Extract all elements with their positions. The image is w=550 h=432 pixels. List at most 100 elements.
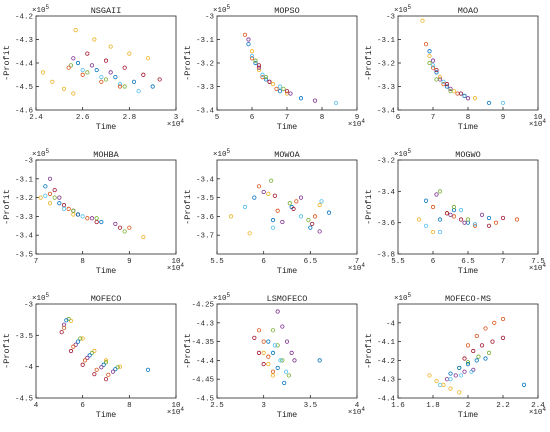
y-tick-label: -3.4	[377, 189, 396, 197]
x-exponent-power: 4	[361, 118, 365, 125]
x-tick-label: 8	[466, 114, 471, 122]
data-point	[462, 93, 467, 99]
y-exponent-label: ×105	[394, 148, 412, 159]
axes-box	[35, 159, 177, 255]
series-6	[80, 67, 141, 94]
x-tick-label: 8	[127, 402, 132, 410]
x-tick-label: 1.8	[426, 402, 440, 410]
y-exponent-label: ×105	[32, 4, 50, 15]
series-5	[38, 195, 146, 240]
data-point	[282, 380, 287, 386]
x-tick-label: 7.5	[531, 258, 545, 266]
data-point	[75, 60, 81, 66]
x-axis-label: Time	[458, 410, 478, 420]
y-axis-label: -Profit	[2, 45, 12, 81]
data-point	[476, 354, 481, 359]
data-point	[474, 333, 479, 339]
data-point	[108, 44, 113, 49]
y-tick-label: -3.3	[377, 84, 396, 92]
data-point	[272, 193, 277, 198]
x-tick-label: 9	[355, 114, 360, 122]
x-tick-label: 3.5	[304, 402, 318, 410]
series-3	[249, 49, 290, 96]
x-exponent-label: ×104	[529, 262, 547, 273]
x-tick-label: 2	[466, 402, 471, 410]
x-tick-label: 10	[533, 114, 543, 122]
data-point	[472, 96, 478, 101]
data-point	[317, 229, 322, 234]
x-tick-label: 3	[174, 114, 179, 122]
data-point	[451, 204, 457, 210]
data-point	[423, 42, 429, 47]
data-point	[448, 371, 453, 376]
data-point	[451, 89, 457, 94]
data-point	[283, 369, 289, 374]
data-point	[99, 75, 104, 80]
y-tick-label: -4	[386, 320, 396, 328]
data-point	[94, 216, 99, 221]
data-point	[430, 204, 436, 210]
x-exponent-power: 4	[361, 262, 365, 269]
data-point	[78, 336, 83, 341]
series-1	[246, 42, 304, 101]
y-tick-label: -3.4	[196, 176, 215, 184]
series-2	[430, 204, 520, 228]
y-axis-label: -Profit	[364, 189, 374, 225]
data-point	[486, 100, 492, 106]
y-tick-label: -4.4	[377, 396, 396, 404]
series-3	[228, 191, 322, 236]
data-point	[437, 189, 443, 194]
data-point	[437, 229, 443, 235]
x-tick-label: 9	[127, 258, 132, 266]
data-point	[150, 84, 155, 89]
data-point	[99, 219, 104, 225]
x-tick-label: 6.5	[304, 258, 318, 266]
data-point	[261, 362, 266, 367]
series-7	[256, 63, 290, 94]
x-axis-label: Time	[277, 410, 297, 420]
y-tick-label: -3	[24, 302, 34, 310]
data-point	[256, 63, 262, 68]
y-exponent-power: 5	[46, 4, 50, 11]
data-point	[288, 91, 293, 96]
y-tick-label: -4.2	[15, 14, 33, 22]
x-axis-label: Time	[277, 266, 297, 276]
series-7	[272, 193, 315, 227]
data-point	[277, 89, 283, 94]
data-point	[312, 98, 318, 103]
data-point	[483, 356, 488, 361]
data-point	[298, 96, 304, 101]
subplot-mopso: MOPSO ×105 ×104 5 6 7 8 9 -3 -3.1 -3.2 -3.3 -3.4 Time…	[183, 4, 365, 132]
data-point	[270, 328, 276, 333]
data-point	[310, 221, 315, 227]
data-point	[71, 208, 76, 213]
x-tick-label: 6.5	[461, 258, 475, 266]
x-axis-label: Time	[96, 122, 116, 132]
y-tick-label: -3.5	[15, 252, 34, 260]
data-point	[266, 362, 271, 367]
data-point	[52, 187, 57, 193]
data-point	[89, 350, 95, 355]
series-6	[242, 199, 324, 230]
y-axis-label: -Profit	[183, 189, 193, 225]
data-point	[71, 91, 76, 96]
y-tick-label: -3.3	[15, 214, 34, 222]
axes-box	[216, 303, 358, 399]
data-point	[280, 219, 285, 225]
x-tick-label: 10	[171, 258, 181, 266]
series-7	[272, 343, 289, 374]
data-point	[80, 362, 85, 367]
data-point	[437, 75, 443, 80]
data-point	[141, 72, 146, 77]
data-point	[483, 326, 488, 331]
data-point	[448, 86, 453, 91]
x-exponent-label: ×104	[348, 406, 366, 417]
y-exponent-label: ×105	[213, 148, 231, 159]
y-tick-label: -3	[24, 158, 34, 166]
x-tick-label: 8	[320, 114, 325, 122]
series-5	[68, 63, 127, 89]
y-tick-label: -3.5	[15, 333, 34, 341]
series-2	[270, 328, 291, 378]
axes-box	[397, 303, 539, 399]
